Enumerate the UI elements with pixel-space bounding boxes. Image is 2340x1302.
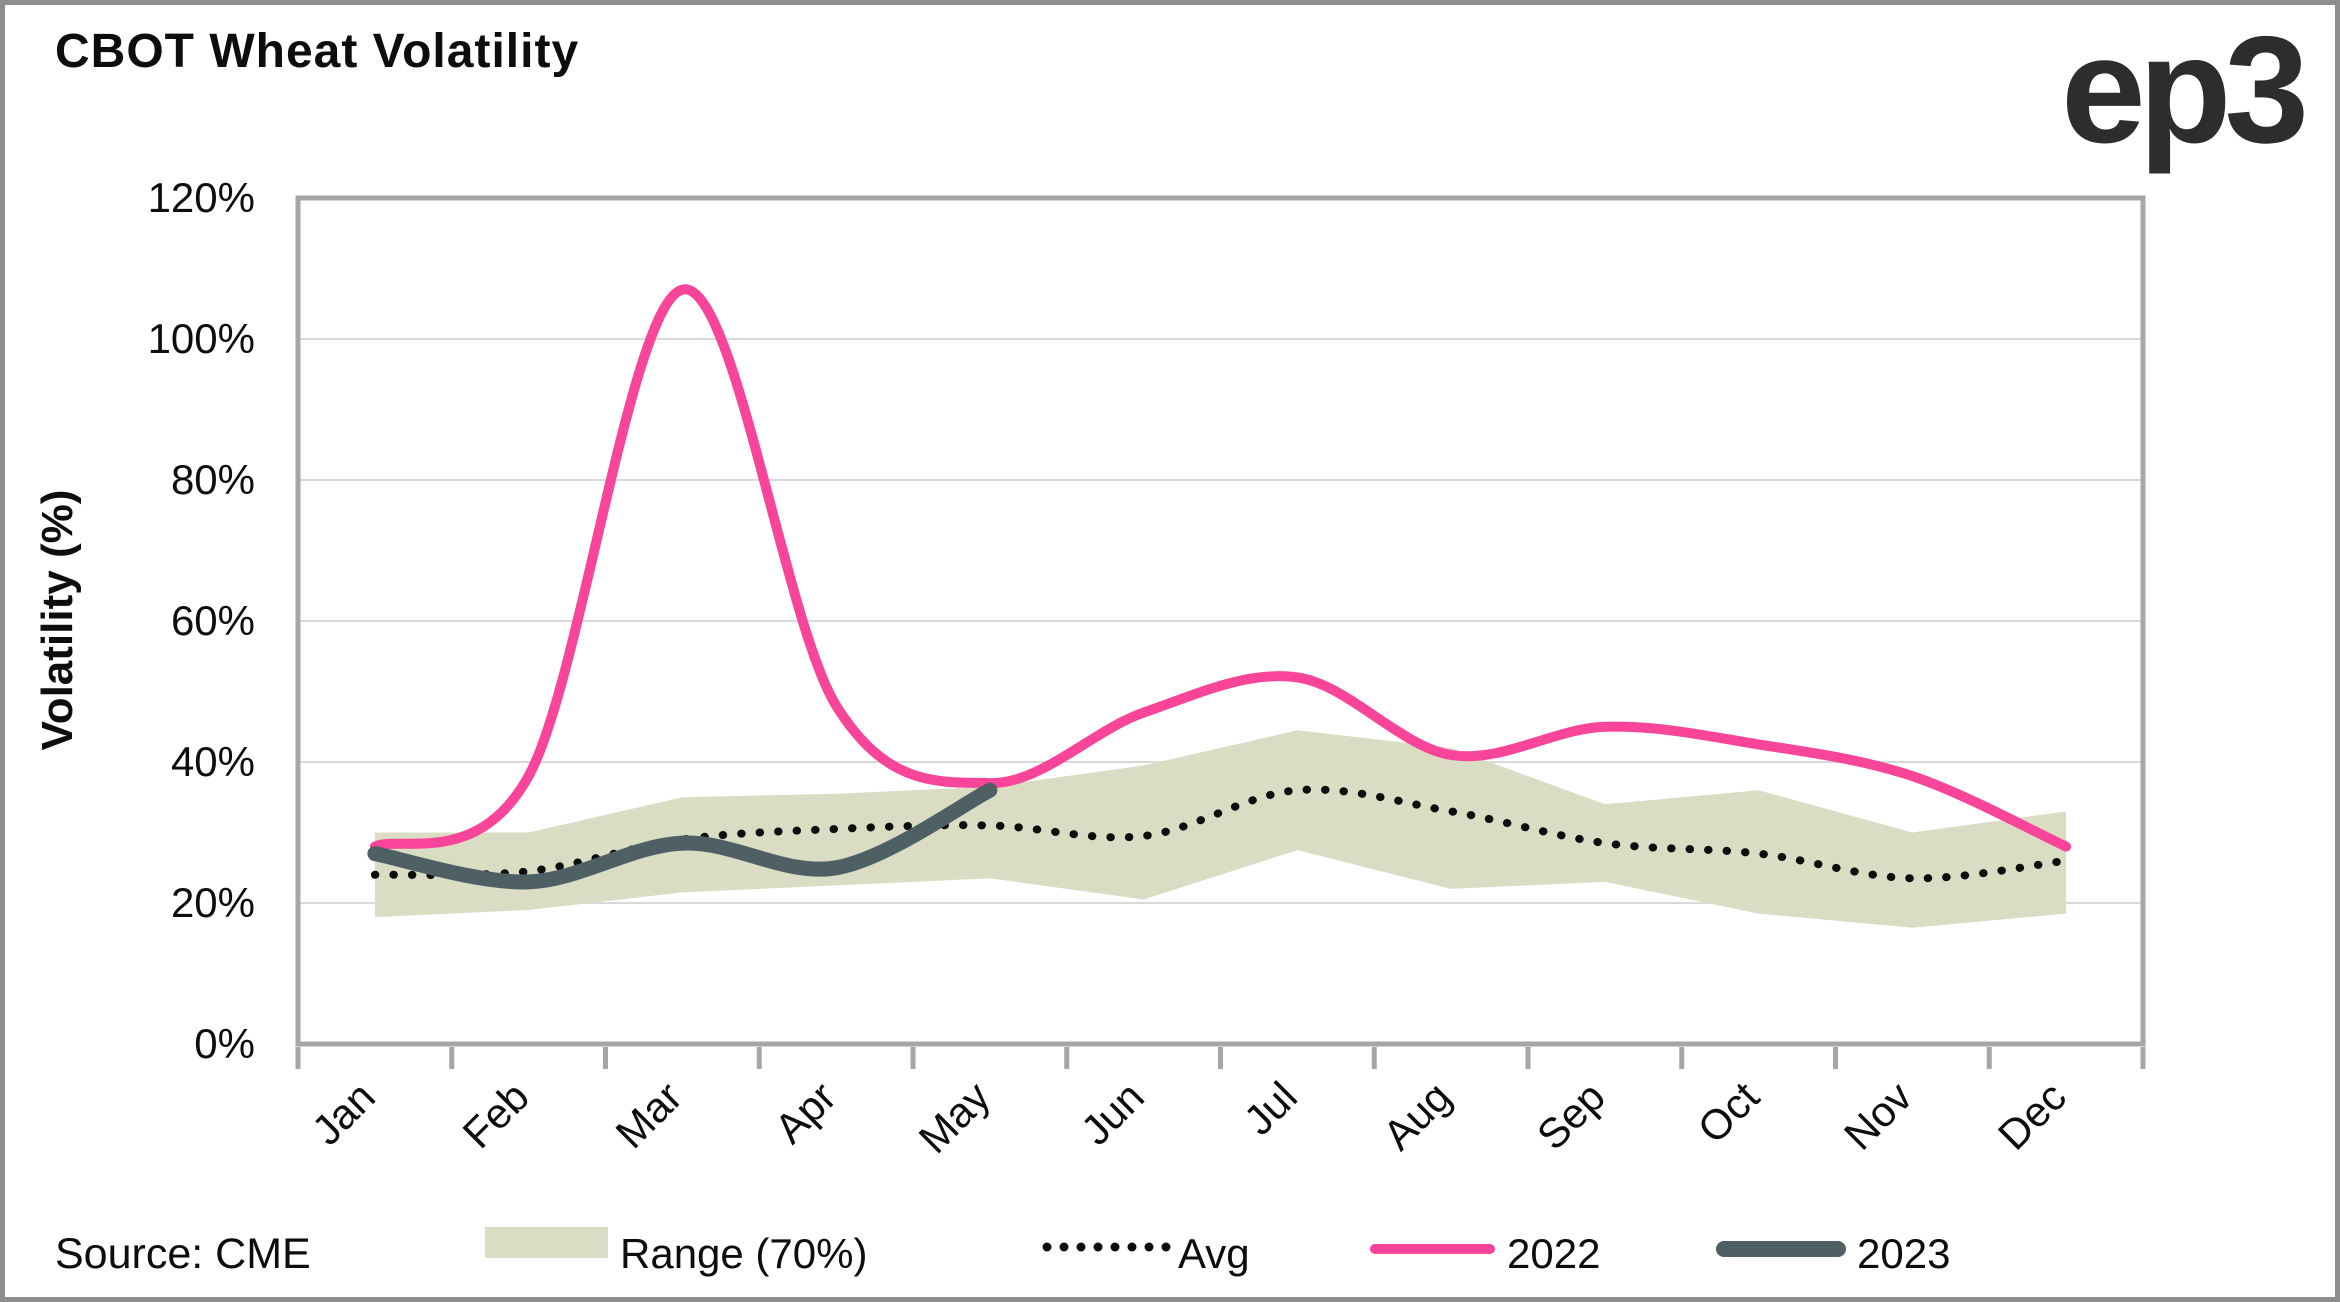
y-tick-label: 120% bbox=[147, 174, 255, 221]
legend-label-range: Range (70%) bbox=[620, 1230, 868, 1277]
avg-swatch-dot bbox=[1093, 1242, 1103, 1252]
plot-border bbox=[295, 195, 2146, 1047]
avg-swatch-dot bbox=[1059, 1242, 1069, 1252]
line-2022 bbox=[369, 284, 2072, 852]
source-label: Source: CME bbox=[55, 1230, 311, 1278]
avg-swatch-dot bbox=[1127, 1242, 1137, 1252]
avg-swatch-dot bbox=[1161, 1242, 1171, 1252]
ep3-logo: ep3 bbox=[2061, 5, 2309, 175]
chart-title: CBOT Wheat Volatility bbox=[55, 25, 580, 78]
avg-swatch-dot bbox=[1144, 1242, 1154, 1252]
range-band-swatch bbox=[485, 1227, 608, 1258]
y-tick-label: 80% bbox=[170, 456, 255, 503]
y-tick-label: 40% bbox=[170, 738, 255, 785]
y-tick-label: 20% bbox=[170, 879, 255, 926]
avg-line-swatch bbox=[1042, 1242, 1171, 1252]
legend-label-2022: 2022 bbox=[1507, 1230, 1601, 1277]
line-2023 bbox=[367, 782, 998, 890]
y-tick-label: 100% bbox=[147, 315, 255, 362]
y-tick-label: 0% bbox=[194, 1020, 255, 1067]
legend-label-avg: Avg bbox=[1178, 1230, 1250, 1277]
avg-swatch-dot bbox=[1076, 1242, 1086, 1252]
line-2023-swatch bbox=[1716, 1241, 1846, 1257]
avg-swatch-dot bbox=[1110, 1242, 1120, 1252]
legend-label-2023: 2023 bbox=[1857, 1230, 1951, 1277]
line-2022-swatch bbox=[1370, 1244, 1495, 1254]
avg-swatch-dot bbox=[1042, 1242, 1052, 1252]
y-tick-label: 60% bbox=[170, 597, 255, 644]
range-band bbox=[374, 730, 2067, 928]
